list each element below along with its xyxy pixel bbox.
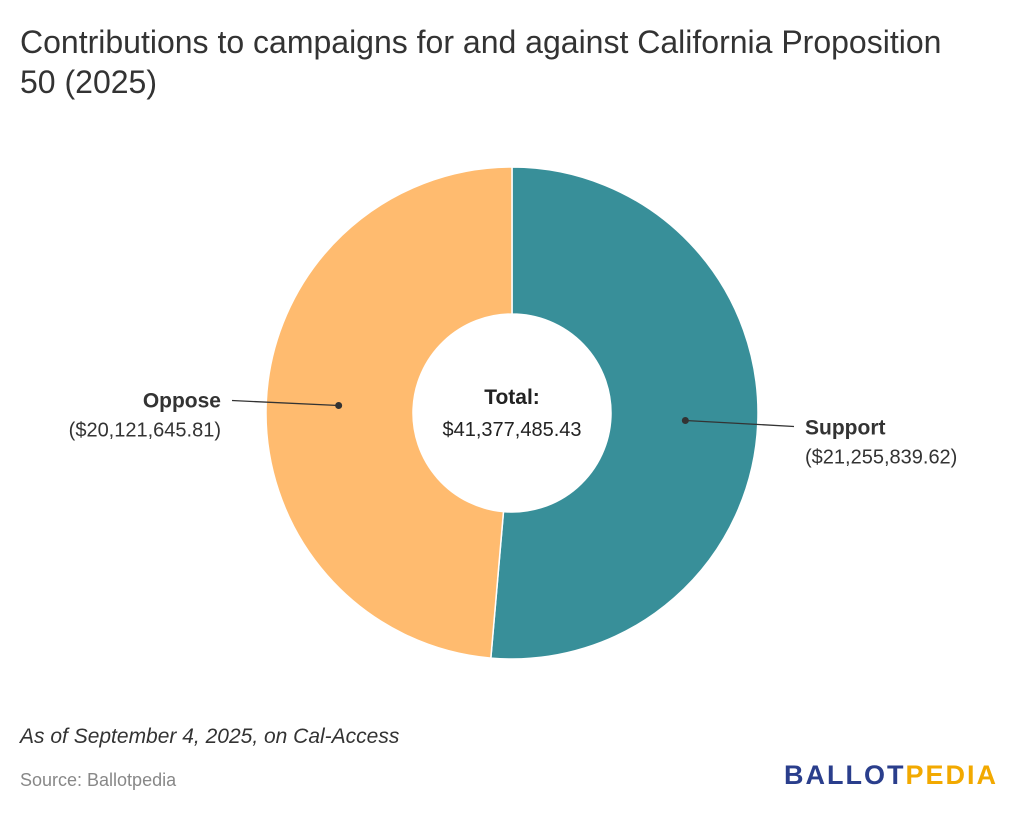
- donut-slice-support[interactable]: [490, 166, 759, 660]
- center-total-label: Total:: [484, 386, 540, 409]
- leader-line-oppose: [231, 399, 339, 407]
- slice-label-oppose: Oppose: [143, 390, 221, 413]
- logo-part-ballot: BALLOT: [783, 760, 906, 790]
- center-total-value: $41,377,485.43: [442, 419, 581, 441]
- labels-layer: Support ($21,255,839.62) Oppose ($20,121,64…: [69, 390, 958, 469]
- leaders-layer: [231, 399, 795, 428]
- chart-title: Contributions to campaigns for and again…: [20, 24, 942, 100]
- logo-part-pedia: PEDIA: [905, 760, 998, 790]
- source-text: Source: Ballotpedia: [20, 770, 177, 790]
- slice-value-support: ($21,255,839.62): [805, 446, 957, 468]
- leader-line-support: [685, 419, 795, 428]
- ballotpedia-logo[interactable]: BALLOTPEDIA: [784, 760, 998, 791]
- slice-value-oppose: ($20,121,645.81): [69, 420, 221, 442]
- donut-slice-oppose[interactable]: [265, 166, 513, 659]
- slices-layer: [265, 166, 759, 660]
- slice-label-support: Support: [805, 416, 885, 439]
- date-note: As of September 4, 2025, on Cal-Access: [20, 725, 400, 748]
